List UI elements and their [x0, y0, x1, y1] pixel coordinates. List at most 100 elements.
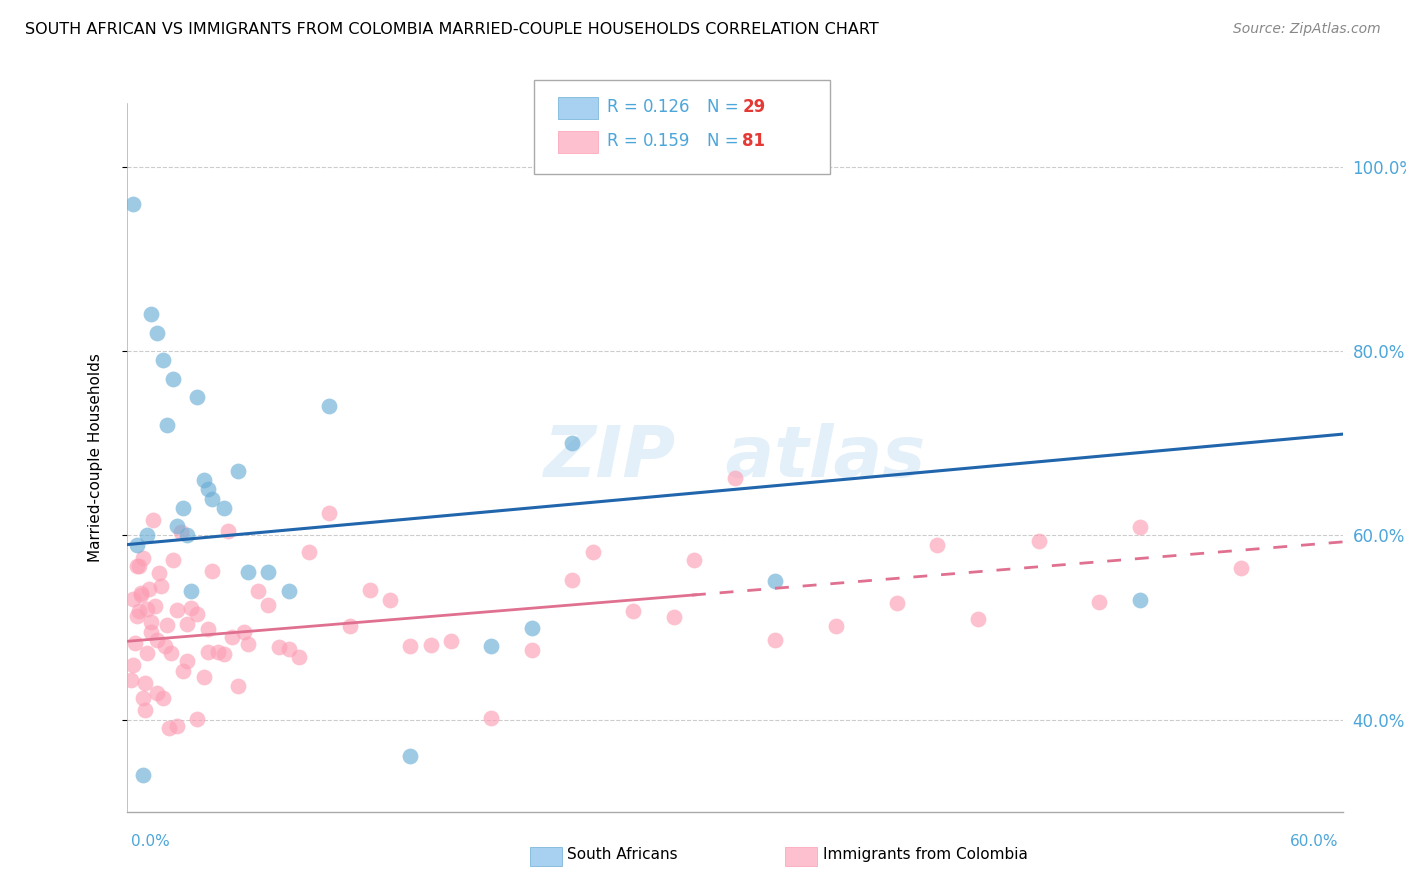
Point: [180, 583, 202, 598]
Text: 0.126: 0.126: [643, 98, 690, 116]
Point: [561, 573, 583, 587]
Text: South Africans: South Africans: [567, 847, 678, 862]
Point: [197, 645, 219, 659]
Text: R =: R =: [607, 132, 644, 150]
Point: [142, 513, 165, 527]
Point: [129, 585, 152, 599]
Point: [121, 592, 143, 607]
Y-axis label: Married-couple Households: Married-couple Households: [89, 352, 103, 562]
Point: [520, 621, 543, 635]
Point: [212, 647, 235, 661]
Point: [763, 632, 786, 647]
Point: [166, 519, 188, 533]
Point: [440, 634, 463, 648]
Point: [1129, 520, 1152, 534]
Point: [339, 619, 361, 633]
Point: [201, 491, 224, 506]
Point: [193, 670, 215, 684]
Point: [277, 642, 299, 657]
Point: [134, 676, 156, 690]
Point: [176, 528, 198, 542]
Point: [152, 353, 174, 368]
Point: [135, 528, 157, 542]
Text: SOUTH AFRICAN VS IMMIGRANTS FROM COLOMBIA MARRIED-COUPLE HOUSEHOLDS CORRELATION : SOUTH AFRICAN VS IMMIGRANTS FROM COLOMBI…: [25, 22, 879, 37]
Point: [1088, 594, 1111, 608]
Point: [288, 649, 311, 664]
Point: [139, 615, 162, 629]
Point: [226, 464, 249, 478]
Point: [1230, 560, 1253, 574]
Point: [150, 579, 173, 593]
Point: [186, 390, 208, 404]
Point: [162, 553, 184, 567]
Point: [561, 436, 583, 450]
Point: [132, 690, 155, 705]
Point: [419, 639, 441, 653]
Point: [723, 471, 745, 485]
Point: [176, 617, 198, 632]
Point: [124, 636, 146, 650]
Point: [683, 552, 706, 566]
Point: [139, 307, 162, 321]
Point: [886, 595, 908, 609]
Point: [129, 588, 152, 602]
Point: [221, 630, 243, 644]
Point: [197, 483, 219, 497]
Point: [172, 500, 194, 515]
Point: [298, 545, 321, 559]
Point: [399, 749, 422, 764]
Point: [763, 574, 786, 589]
Point: [160, 646, 183, 660]
Point: [825, 619, 848, 633]
Point: [162, 372, 184, 386]
Point: [197, 622, 219, 636]
Point: [121, 657, 143, 672]
Point: [134, 702, 156, 716]
Point: [132, 768, 155, 782]
Point: [143, 599, 166, 613]
Point: [135, 601, 157, 615]
Point: [125, 608, 148, 623]
Point: [236, 566, 259, 580]
Point: [212, 500, 235, 515]
Point: [139, 625, 162, 640]
Point: [156, 417, 179, 432]
Point: [520, 643, 543, 657]
Point: [927, 538, 949, 552]
Point: [1129, 593, 1152, 607]
Point: [233, 624, 256, 639]
Text: 0.0%: 0.0%: [131, 834, 170, 848]
Text: R =: R =: [607, 98, 644, 116]
Point: [967, 612, 990, 626]
Point: [318, 507, 340, 521]
Point: [247, 584, 270, 599]
Point: [128, 558, 150, 573]
Point: [132, 551, 155, 566]
Point: [172, 664, 194, 678]
Point: [207, 645, 229, 659]
Text: 0.159: 0.159: [643, 132, 690, 150]
Point: [226, 679, 249, 693]
Point: [166, 603, 188, 617]
Point: [201, 565, 224, 579]
Point: [277, 583, 299, 598]
Point: [152, 691, 174, 706]
Point: [186, 607, 208, 621]
Point: [236, 637, 259, 651]
Point: [399, 640, 422, 654]
Point: [135, 646, 157, 660]
Text: 29: 29: [742, 98, 766, 116]
Point: [1028, 534, 1050, 549]
Text: ZIP  atlas: ZIP atlas: [544, 423, 925, 491]
Text: N =: N =: [707, 98, 744, 116]
Point: [125, 559, 148, 574]
Point: [128, 604, 150, 618]
Point: [166, 719, 188, 733]
Point: [176, 655, 198, 669]
Text: 60.0%: 60.0%: [1291, 834, 1339, 848]
Point: [359, 583, 381, 598]
Point: [186, 712, 208, 726]
Text: 81: 81: [742, 132, 765, 150]
Point: [257, 598, 280, 612]
Point: [267, 640, 290, 655]
